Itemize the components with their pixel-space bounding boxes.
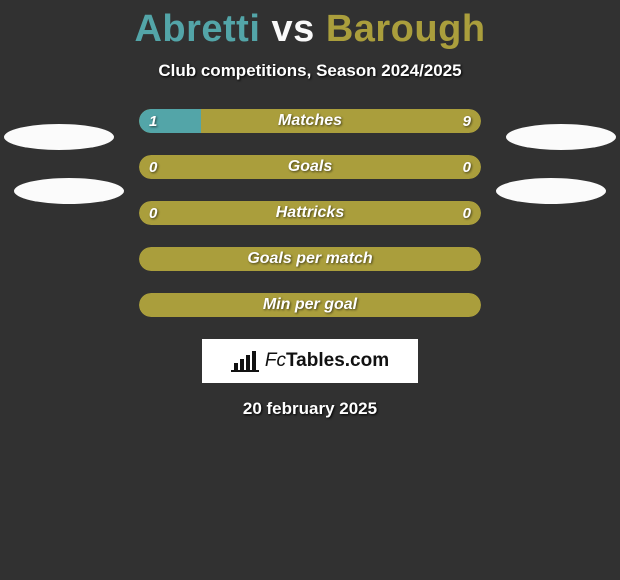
player2-name: Barough [326, 8, 486, 50]
brand-box: FcTables.com [202, 339, 418, 383]
stat-right-value: 0 [463, 201, 471, 225]
footer-date: 20 february 2025 [0, 399, 620, 419]
player2-photo-placeholder [506, 124, 616, 150]
stat-row-matches: 1 Matches 9 [139, 109, 481, 133]
stat-right-value: 0 [463, 155, 471, 179]
stat-label: Min per goal [139, 293, 481, 317]
brand-prefix: Fc [265, 350, 286, 371]
stat-row-goals-per-match: Goals per match [139, 247, 481, 271]
subtitle: Club competitions, Season 2024/2025 [0, 61, 620, 81]
player1-club-placeholder [14, 178, 124, 204]
stat-row-goals: 0 Goals 0 [139, 155, 481, 179]
stat-row-hattricks: 0 Hattricks 0 [139, 201, 481, 225]
vs-label: vs [271, 8, 314, 50]
stat-right-value: 9 [463, 109, 471, 133]
player1-name: Abretti [134, 8, 260, 50]
player2-club-placeholder [496, 178, 606, 204]
comparison-title: Abretti vs Barough [0, 0, 620, 51]
player1-photo-placeholder [4, 124, 114, 150]
stat-label: Goals [139, 155, 481, 179]
bar-chart-icon [231, 349, 261, 373]
stat-label: Goals per match [139, 247, 481, 271]
stat-row-min-per-goal: Min per goal [139, 293, 481, 317]
stat-label: Hattricks [139, 201, 481, 225]
brand-rest: Tables.com [286, 350, 389, 371]
brand-text: FcTables.com [265, 350, 389, 372]
stats-bars: 1 Matches 9 0 Goals 0 0 Hattricks 0 Goal… [139, 109, 481, 317]
stat-label: Matches [139, 109, 481, 133]
